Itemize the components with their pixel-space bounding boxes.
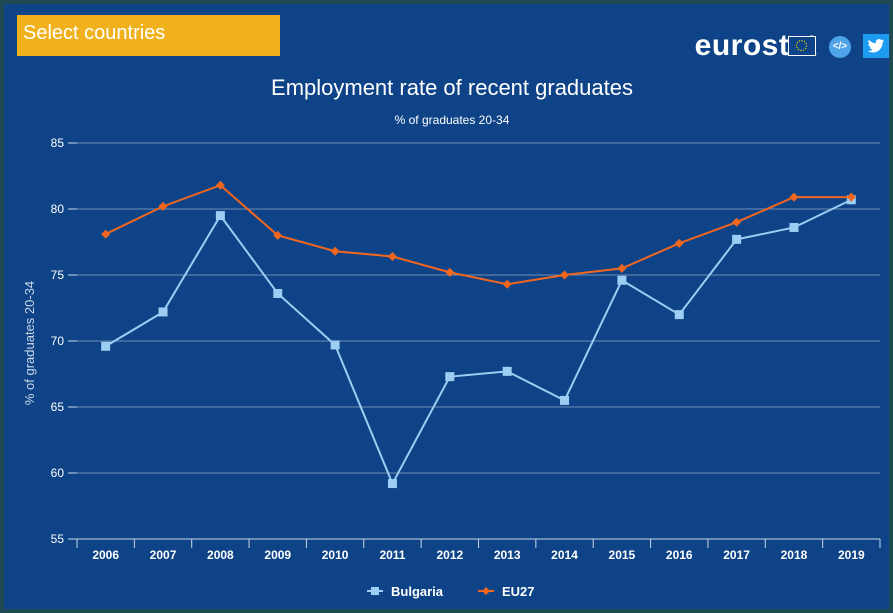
y-axis-ticks: 55 60 65 70 75 80 85 (51, 136, 77, 546)
data-point-eu27[interactable] (560, 270, 570, 280)
x-tick-label: 2007 (150, 548, 177, 562)
legend: Bulgaria EU27 (367, 584, 535, 599)
x-tick-label: 2008 (207, 548, 234, 562)
x-tick-label: 2017 (723, 548, 750, 562)
y-axis-label: % of graduates 20-34 (22, 281, 37, 405)
chart-title: Employment rate of recent graduates (271, 75, 633, 100)
y-tick-label: 70 (51, 334, 65, 348)
data-point-eu27[interactable] (674, 238, 684, 248)
x-tick-label: 2014 (551, 548, 578, 562)
series-line-eu27 (105, 184, 852, 286)
chart-container: Select countries eurostat </> Employment… (4, 4, 889, 609)
select-countries-button[interactable]: Select countries (17, 15, 280, 56)
legend-marker-bulgaria (371, 587, 379, 595)
legend-label-eu27: EU27 (502, 584, 535, 599)
data-point-eu27[interactable] (215, 180, 225, 190)
x-tick-label: 2013 (494, 548, 521, 562)
gridlines (77, 142, 880, 474)
x-axis-ticks: 2006 2007 2008 2009 2010 2011 2012 2013 2014 2015… (76, 538, 881, 562)
data-point-bulgaria[interactable] (732, 234, 742, 244)
data-point-eu27[interactable] (732, 217, 742, 227)
series-group (101, 180, 856, 489)
data-point-bulgaria[interactable] (215, 211, 225, 221)
legend-marker-eu27 (482, 587, 490, 595)
x-tick-label: 2010 (322, 548, 349, 562)
data-point-eu27[interactable] (101, 229, 111, 239)
data-point-bulgaria[interactable] (674, 310, 684, 320)
x-tick-label: 2006 (92, 548, 119, 562)
x-tick-label: 2016 (666, 548, 693, 562)
eu-flag-icon (788, 36, 816, 56)
x-tick-label: 2011 (379, 548, 405, 562)
data-point-eu27[interactable] (273, 230, 283, 240)
data-point-bulgaria[interactable] (445, 372, 455, 382)
y-tick-label: 85 (51, 136, 65, 150)
legend-item-eu27[interactable]: EU27 (478, 584, 535, 599)
data-point-bulgaria[interactable] (502, 366, 512, 376)
data-point-bulgaria[interactable] (158, 307, 168, 317)
data-point-eu27[interactable] (330, 246, 340, 256)
data-point-eu27[interactable] (502, 279, 512, 289)
data-point-bulgaria[interactable] (846, 195, 856, 205)
twitter-icon[interactable] (863, 34, 889, 58)
y-tick-label: 65 (51, 400, 65, 414)
line-chart: Employment rate of recent graduates % of… (22, 75, 881, 599)
data-point-bulgaria[interactable] (330, 340, 340, 350)
data-point-bulgaria[interactable] (617, 275, 627, 285)
data-point-bulgaria[interactable] (789, 222, 799, 232)
y-tick-label: 55 (51, 532, 65, 546)
data-point-eu27[interactable] (789, 192, 799, 202)
x-tick-label: 2018 (781, 548, 808, 562)
data-point-bulgaria[interactable] (560, 395, 570, 405)
data-point-eu27[interactable] (158, 201, 168, 211)
y-tick-label: 60 (51, 466, 65, 480)
x-tick-label: 2015 (609, 548, 636, 562)
legend-label-bulgaria: Bulgaria (391, 584, 444, 599)
data-point-eu27[interactable] (846, 192, 856, 202)
y-tick-label: 80 (51, 202, 65, 216)
y-tick-label: 75 (51, 268, 65, 282)
data-point-bulgaria[interactable] (101, 341, 111, 351)
embed-code-icon[interactable]: </> (829, 36, 851, 58)
legend-item-bulgaria[interactable]: Bulgaria (367, 584, 444, 599)
series-line-bulgaria (105, 198, 852, 486)
data-point-bulgaria[interactable] (273, 288, 283, 298)
data-point-eu27[interactable] (387, 252, 397, 262)
x-tick-label: 2012 (436, 548, 463, 562)
chart-subtitle: % of graduates 20-34 (395, 113, 510, 127)
data-point-eu27[interactable] (445, 267, 455, 277)
data-point-eu27[interactable] (617, 263, 627, 273)
data-point-bulgaria[interactable] (387, 479, 397, 489)
x-tick-label: 2019 (838, 548, 865, 562)
x-tick-label: 2009 (264, 548, 291, 562)
